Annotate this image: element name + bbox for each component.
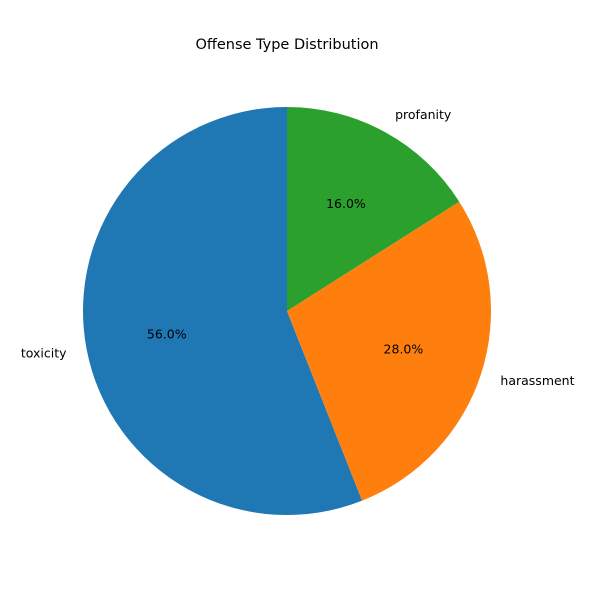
pie-category-label: profanity [395,107,452,122]
pie-slice-harassment [287,201,492,501]
pie-slices [82,107,492,515]
pie-percent-label: 28.0% [384,341,424,356]
pie-category-label: toxicity [21,346,67,361]
pie-percent-label: 56.0% [147,326,187,341]
pie-category-label: harassment [500,373,574,388]
pie-slice-toxicity [82,107,363,515]
pie-percent-label: 16.0% [326,196,366,211]
pie-slice-profanity [287,107,460,311]
pie-labels: 56.0% toxicity 28.0% harassment 16.0% profani… [21,107,575,388]
chart-title: Offense Type Distribution [195,37,378,53]
